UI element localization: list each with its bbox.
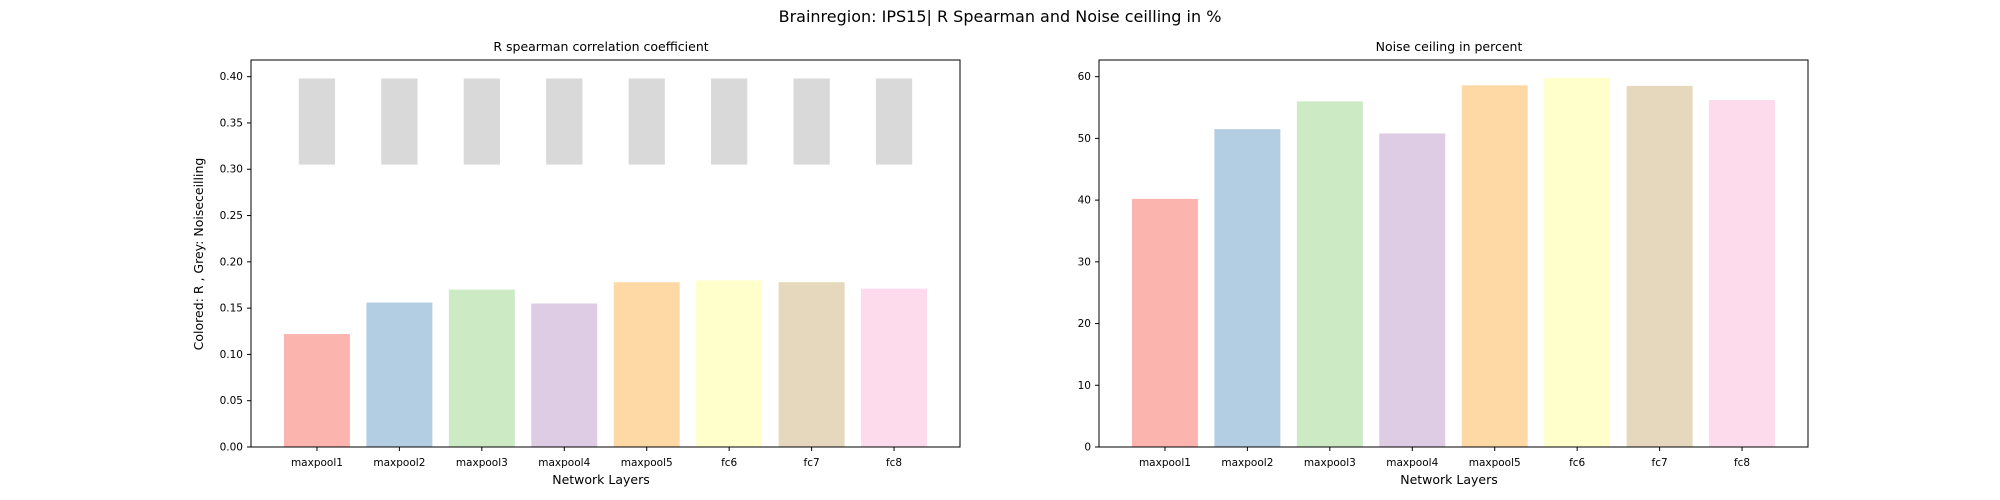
r-spearman-ytick-label: 0.05 bbox=[220, 395, 243, 407]
noise-ceiling-xtick-label: fc6 bbox=[1569, 457, 1585, 469]
noise-ceiling-xtick-label: maxpool4 bbox=[1386, 457, 1438, 469]
noise-ceiling-bar bbox=[1626, 85, 1693, 447]
noise-ceiling-xtick-label: maxpool5 bbox=[1469, 457, 1521, 469]
figure-suptitle: Brainregion: IPS15| R Spearman and Noise… bbox=[779, 7, 1222, 26]
noise-ceiling-xtick-label: maxpool3 bbox=[1304, 457, 1356, 469]
r-spearman-xtick-label: maxpool4 bbox=[538, 457, 590, 469]
r-spearman-ylabel: Colored: R , Grey: Noiseceilling bbox=[191, 158, 206, 351]
r-spearman-bar bbox=[366, 302, 433, 447]
r-spearman-xtick-label: maxpool5 bbox=[621, 457, 673, 469]
noise-ceiling-bar bbox=[1709, 100, 1776, 447]
noise-ceiling-bar bbox=[1296, 101, 1363, 447]
r-spearman-chart: R spearman correlation coefficient Netwo… bbox=[191, 39, 961, 487]
noise-ceiling-ytick-label: 60 bbox=[1078, 71, 1091, 83]
noise-ceiling-chart: Noise ceiling in percent Network Layers … bbox=[1078, 39, 1809, 487]
noise-ceiling-ytick-label: 40 bbox=[1078, 195, 1091, 207]
r-spearman-ytick-label: 0.40 bbox=[220, 71, 243, 83]
r-spearman-title: R spearman correlation coefficient bbox=[493, 39, 708, 54]
r-spearman-bar bbox=[448, 289, 515, 447]
r-spearman-xtick-label: maxpool3 bbox=[456, 457, 508, 469]
r-spearman-noise-ceiling-bar bbox=[463, 78, 500, 165]
noise-ceiling-xtick-label: fc7 bbox=[1652, 457, 1668, 469]
noise-ceiling-xtick-label: maxpool2 bbox=[1221, 457, 1273, 469]
r-spearman-bar bbox=[861, 288, 928, 447]
noise-ceiling-ytick-label: 0 bbox=[1084, 442, 1091, 454]
r-spearman-bar bbox=[696, 280, 763, 447]
noise-ceiling-xtick-label: maxpool1 bbox=[1139, 457, 1191, 469]
r-spearman-noise-ceiling-bar bbox=[298, 78, 336, 165]
r-spearman-ytick-label: 0.10 bbox=[220, 349, 243, 361]
noise-ceiling-xtick-label: fc8 bbox=[1734, 457, 1750, 469]
noise-ceiling-bar bbox=[1461, 85, 1528, 448]
noise-ceiling-ytick-label: 20 bbox=[1078, 318, 1091, 330]
noise-ceiling-ytick-label: 10 bbox=[1078, 380, 1091, 392]
noise-ceiling-ytick-label: 50 bbox=[1078, 133, 1091, 145]
r-spearman-xtick-label: fc7 bbox=[804, 457, 820, 469]
r-spearman-ytick-label: 0.20 bbox=[220, 256, 243, 268]
r-spearman-noise-ceiling-bar bbox=[711, 78, 748, 165]
r-spearman-axes-frame bbox=[250, 59, 961, 448]
r-spearman-ytick-label: 0.25 bbox=[220, 210, 243, 222]
noise-ceiling-bar bbox=[1379, 133, 1446, 447]
r-spearman-bar bbox=[283, 334, 350, 447]
noise-ceiling-ytick-label: 30 bbox=[1078, 256, 1091, 268]
r-spearman-xtick-label: maxpool1 bbox=[291, 457, 343, 469]
r-spearman-ytick-label: 0.35 bbox=[220, 117, 243, 129]
r-spearman-noise-ceiling-bar bbox=[546, 78, 583, 165]
r-spearman-xtick-label: fc8 bbox=[886, 457, 902, 469]
r-spearman-ytick-label: 0.15 bbox=[220, 303, 243, 315]
r-spearman-bar bbox=[778, 282, 845, 447]
r-spearman-ytick-label: 0.00 bbox=[220, 442, 243, 454]
r-spearman-marks: 0.00 0.05 0.10 0.15 0.20 0.25 0.30 0.35 0.40 maxp… bbox=[220, 59, 961, 469]
noise-ceiling-axes-frame bbox=[1098, 59, 1809, 448]
noise-ceiling-bar bbox=[1214, 129, 1281, 447]
r-spearman-xtick-label: fc6 bbox=[721, 457, 737, 469]
noise-ceiling-bar bbox=[1544, 77, 1611, 447]
r-spearman-noise-ceiling-bar bbox=[793, 78, 830, 165]
r-spearman-ytick-label: 0.30 bbox=[220, 164, 243, 176]
r-spearman-xtick-label: maxpool2 bbox=[373, 457, 425, 469]
noise-ceiling-title: Noise ceiling in percent bbox=[1376, 39, 1523, 54]
r-spearman-noise-ceiling-bar bbox=[381, 78, 418, 165]
r-spearman-bar bbox=[531, 303, 598, 447]
r-spearman-noise-ceiling-bar bbox=[875, 78, 913, 165]
r-spearman-bar bbox=[613, 282, 680, 447]
noise-ceiling-marks: 0 10 20 30 40 50 60 maxpool1 maxpool2 maxpool3 max… bbox=[1078, 59, 1809, 469]
noise-ceiling-bar bbox=[1131, 198, 1198, 447]
noise-ceiling-xlabel: Network Layers bbox=[1400, 472, 1498, 487]
r-spearman-noise-ceiling-bar bbox=[628, 78, 665, 165]
r-spearman-xlabel: Network Layers bbox=[552, 472, 650, 487]
